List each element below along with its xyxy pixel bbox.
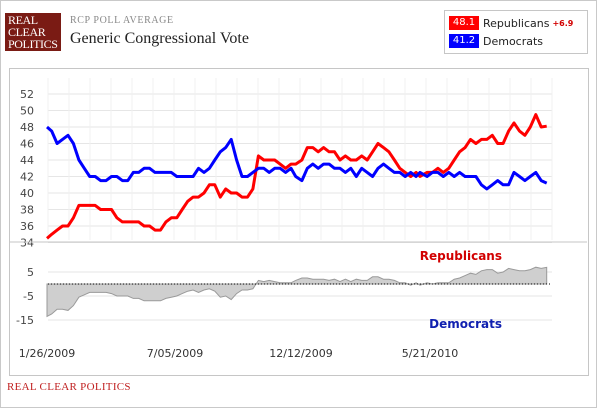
- logo-line: REAL: [8, 13, 38, 27]
- y-tick-label: 40: [20, 187, 34, 200]
- chart-title: Generic Congressional Vote: [70, 30, 249, 47]
- y-tick-label: 42: [20, 171, 34, 184]
- y-tick-label: 38: [20, 204, 34, 217]
- y-tick-label: 34: [20, 237, 34, 250]
- legend-label-democrats: Democrats: [483, 34, 544, 48]
- y-tick-label: -15: [16, 314, 34, 327]
- x-tick-label: 7/05/2009: [147, 347, 203, 360]
- y-tick-label: 52: [20, 88, 34, 101]
- legend-item-republicans: 48.1 Republicans +6.9: [449, 15, 573, 31]
- y-tick-label: 46: [20, 138, 34, 151]
- legend-value-republicans: 48.1: [449, 16, 479, 30]
- footer-source[interactable]: REAL CLEAR POLITICS: [7, 381, 131, 393]
- annotation-democrats: Democrats: [429, 317, 502, 331]
- series-line-republicans: [46, 113, 547, 240]
- logo-line: CLEAR: [8, 25, 46, 39]
- y-tick-label: 50: [20, 105, 34, 118]
- rcp-logo[interactable]: REAL CLEAR POLITICS: [5, 13, 61, 51]
- legend-spread: +6.9: [552, 18, 574, 28]
- legend-item-democrats: 41.2 Democrats: [449, 33, 543, 49]
- y-tick-label: 5: [27, 266, 34, 279]
- y-tick-label: -5: [23, 290, 34, 303]
- y-tick-label: 36: [20, 220, 34, 233]
- chart-legend: 48.1 Republicans +6.9 41.2 Democrats: [444, 10, 588, 54]
- x-tick-label: 12/12/2009: [269, 347, 332, 360]
- x-tick-label: 1/26/2009: [19, 347, 75, 360]
- legend-value-democrats: 41.2: [449, 34, 479, 48]
- spread-area: [46, 266, 548, 318]
- legend-label-republicans: Republicans: [483, 16, 550, 30]
- chart-kicker: RCP POLL AVERAGE: [70, 15, 174, 26]
- y-tick-label: 44: [20, 154, 34, 167]
- y-tick-label: 48: [20, 121, 34, 134]
- plot-area: [9, 68, 589, 376]
- annotation-republicans: Republicans: [420, 249, 502, 263]
- x-tick-label: 5/21/2010: [402, 347, 458, 360]
- series-line-democrats: [46, 125, 548, 191]
- logo-line: POLITICS: [8, 37, 58, 51]
